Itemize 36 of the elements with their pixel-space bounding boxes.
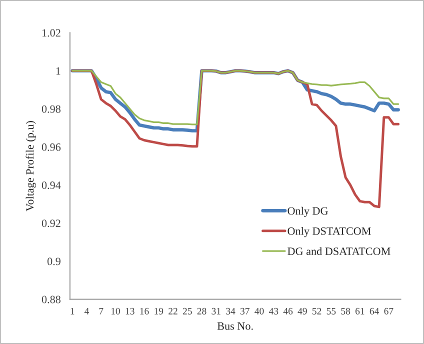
legend-label: Only DSTATCOM (288, 227, 371, 238)
y-tick-label: 0.94 (42, 181, 61, 190)
x-tick-label: 37 (240, 308, 250, 314)
x-tick-label: 19 (154, 308, 164, 314)
x-tick-label: 10 (111, 308, 120, 314)
y-tick-label: 0.9 (47, 258, 60, 266)
x-tick-label: 34 (226, 308, 236, 314)
y-tick-label: 0.92 (42, 220, 60, 228)
legend-label: DG and DSATATCOM (288, 247, 390, 256)
x-tick-label: 7 (99, 308, 104, 314)
y-tick-label: 0.88 (42, 296, 61, 304)
x-tick-label: 58 (341, 308, 350, 314)
x-tick-label: 43 (268, 308, 278, 314)
y-tick-label: 0.96 (42, 143, 61, 151)
x-tick-label: 52 (312, 308, 322, 314)
x-tick-label: 28 (197, 308, 206, 314)
x-axis-title: Bus No. (217, 322, 253, 330)
x-tick-label: 13 (126, 308, 134, 314)
x-tick-label: 67 (384, 308, 394, 314)
y-tick-label: 1 (56, 67, 60, 75)
x-tick-label: 31 (212, 308, 220, 314)
x-tick-label: 22 (168, 308, 178, 314)
x-tick-label: 1 (70, 308, 74, 314)
x-tick-label: 64 (370, 308, 380, 314)
x-tick-label: 25 (182, 308, 192, 314)
y-axis-title: Voltage Profile (p.u) (26, 121, 36, 212)
x-tick-label: 49 (298, 308, 307, 314)
y-tick-label: 0.98 (42, 105, 61, 113)
x-tick-label: 40 (254, 308, 264, 314)
x-tick-label: 61 (355, 308, 364, 314)
legend-label: Only DG (288, 206, 328, 217)
x-tick-label: 4 (84, 308, 90, 314)
x-tick-label: 55 (326, 308, 336, 314)
y-tick-label: 1.02 (42, 29, 60, 37)
x-tick-label: 16 (140, 308, 149, 314)
x-tick-label: 46 (283, 308, 293, 314)
